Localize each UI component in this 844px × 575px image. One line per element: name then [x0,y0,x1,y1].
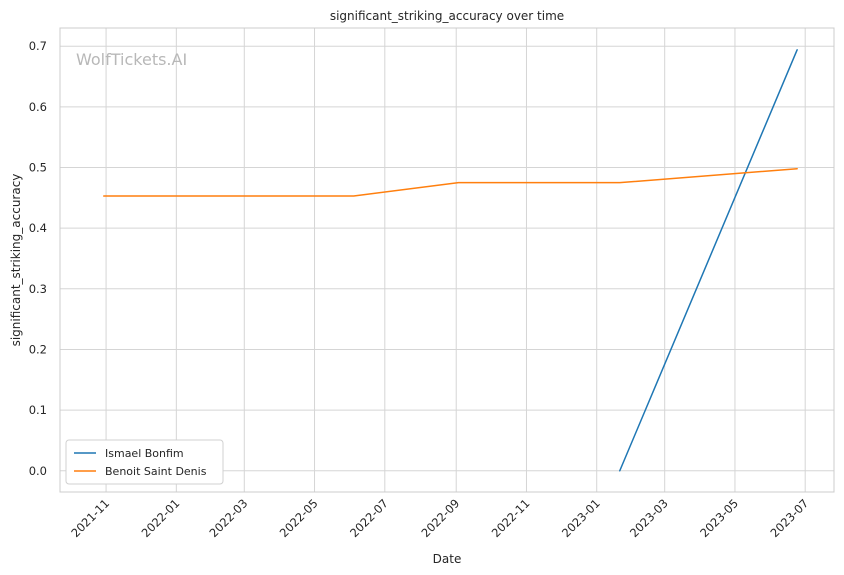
y-axis-ticks: 0.0 0.1 0.2 0.3 0.4 0.5 0.6 0.7 [29,39,47,478]
y-tick-label: 0.5 [29,161,47,175]
series-layer [103,49,798,472]
y-tick-label: 0.3 [29,282,47,296]
y-tick-label: 0.0 [29,464,47,478]
y-tick-label: 0.2 [29,342,47,356]
series-line-ismael-bonfim [619,49,798,472]
y-tick-label: 0.7 [29,39,47,53]
plot-frame [59,27,835,493]
series-line-benoit-saint-denis [103,167,798,197]
y-tick-label: 0.4 [29,221,47,235]
y-axis-title: significant_striking_accuracy [9,174,23,347]
legend: Ismael Bonfim Benoit Saint Denis [65,439,224,485]
legend-label: Ismael Bonfim [105,447,184,460]
y-tick-label: 0.6 [29,100,47,114]
y-tick-label: 0.1 [29,403,47,417]
watermark: WolfTickets.AI [76,50,187,69]
legend-label: Benoit Saint Denis [105,465,207,478]
legend-box [65,439,224,485]
chart-title: significant_striking_accuracy over time [330,9,564,23]
x-axis-title: Date [433,552,462,566]
